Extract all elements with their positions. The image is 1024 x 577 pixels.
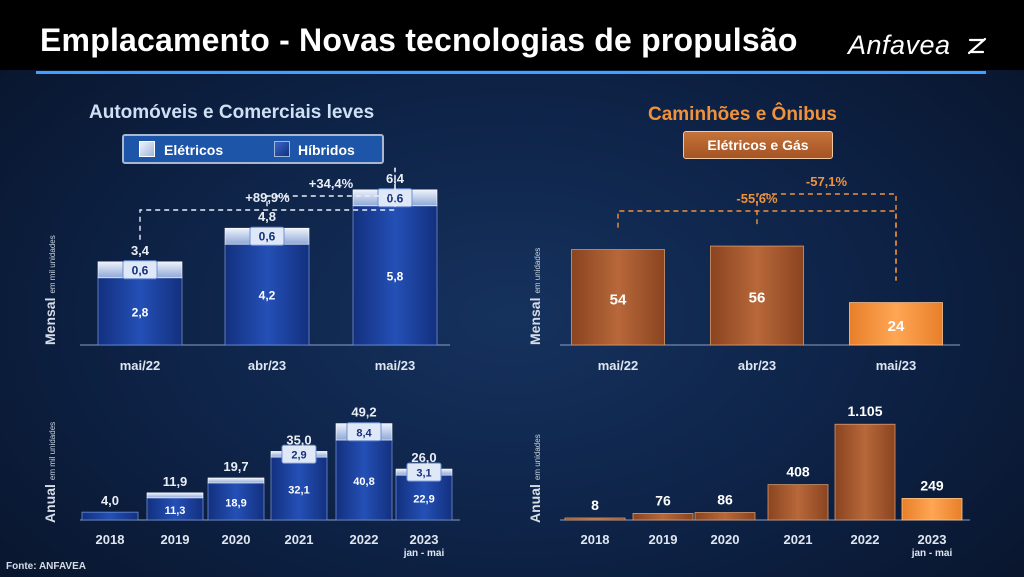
light-annual-electric-bar <box>207 477 265 484</box>
heavy-annual-bar <box>694 512 756 521</box>
light-monthly-category-label: mai/23 <box>375 358 415 373</box>
light-annual-electric-label: 8,4 <box>356 427 372 439</box>
light-annual-total-label: 11,9 <box>163 474 188 489</box>
light-annual-category-note: jan - mai <box>403 548 445 559</box>
light-monthly-electric-label: 0,6 <box>259 230 276 244</box>
heavy-annual-bar <box>901 498 963 521</box>
heavy-annual-value-label: 1.105 <box>847 403 882 419</box>
heavy-monthly-comparison-bracket <box>756 193 897 281</box>
heavy-annual-value-label: 408 <box>786 464 810 480</box>
heavy-annual-category-label: 2021 <box>784 532 813 547</box>
light-annual-category-label: 2023 <box>410 532 439 547</box>
light-annual-total-label: 19,7 <box>223 459 248 474</box>
heavy-annual-category-label: 2019 <box>649 532 678 547</box>
light-monthly-total-label: 3,4 <box>131 243 150 258</box>
electric-swatch-icon <box>139 141 155 157</box>
heavy-monthly-bar <box>849 302 943 346</box>
heavy-annual-value-label: 86 <box>717 492 733 508</box>
heavy-monthly-value-label: 54 <box>610 291 627 308</box>
light-monthly-electric-label: 0,6 <box>132 263 149 277</box>
heavy-annual-value-label: 76 <box>655 492 671 508</box>
light-monthly-electric-label-box <box>249 226 285 246</box>
light-annual-hybrid-bar <box>81 511 139 521</box>
light-vehicles-title: Automóveis e Comerciais leves <box>89 102 375 123</box>
light-monthly-hybrid-label: 2,8 <box>132 305 149 319</box>
light-annual-hybrid-label: 11,3 <box>165 505 186 517</box>
heavy-annual-category-label: 2018 <box>581 532 610 547</box>
source-note: Fonte: ANFAVEA <box>6 561 86 572</box>
heavy-annual-bar <box>834 423 896 521</box>
light-annual-electric-label: 3,1 <box>416 468 431 480</box>
light-annual-category-label: 2021 <box>285 532 314 547</box>
light-monthly-comparison-label: +34,4% <box>309 176 354 191</box>
heavy-annual-category-note: jan - mai <box>911 548 953 559</box>
heavy-annual-category-label: 2022 <box>851 532 880 547</box>
light-monthly-hybrid-label: 5,8 <box>387 269 404 283</box>
light-annual-total-label: 26,0 <box>411 450 436 465</box>
heavy-monthly-bar <box>571 249 665 346</box>
light-monthly-comparison-bracket <box>139 167 396 240</box>
heavy-monthly-bar <box>710 245 804 346</box>
light-monthly-category-label: mai/22 <box>120 358 160 373</box>
light-monthly-comparison-bracket <box>266 167 396 207</box>
light-annual-hybrid-bar <box>335 439 393 521</box>
legend-hybrid-label: Híbridos <box>298 142 355 158</box>
light-annual-electric-label-box <box>281 444 317 464</box>
light-annual-category-label: 2019 <box>161 532 190 547</box>
anfavea-logo-icon <box>967 37 987 55</box>
light-annual-hybrid-bar <box>207 482 265 521</box>
heavy-legend-tag: Elétricos e Gás <box>683 131 833 159</box>
page-title: Emplacamento - Novas tecnologias de prop… <box>40 22 798 58</box>
light-monthly-electric-label-box <box>122 260 158 280</box>
light-annual-electric-bar <box>146 492 204 499</box>
header-accent-line <box>36 71 986 74</box>
heavy-annual-category-label: 2023 <box>918 532 947 547</box>
light-annual-electric-label-box <box>346 422 382 442</box>
light-monthly-category-label: abr/23 <box>248 358 286 373</box>
light-annual-hybrid-label: 22,9 <box>413 494 434 506</box>
light-monthly-hybrid-bar <box>352 205 438 346</box>
light-annual-total-label: 4,0 <box>101 493 119 508</box>
legend-electric-label: Elétricos <box>164 142 224 158</box>
heavy-monthly-category-label: abr/23 <box>738 358 776 373</box>
light-monthly-hybrid-label: 4,2 <box>259 289 276 303</box>
light-annual-total-label: 35,0 <box>286 432 311 447</box>
heavy-annual-bar <box>564 517 626 521</box>
anfavea-logo: Anfavea <box>848 30 951 60</box>
heavy-annual-value-label: 249 <box>920 477 944 493</box>
hybrid-swatch-icon <box>274 141 290 157</box>
heavy-monthly-comparison-label: -57,1% <box>806 174 848 189</box>
heavy-monthly-value-label: 24 <box>888 318 905 335</box>
heavy-monthly-comparison-label: -55,6% <box>736 191 778 206</box>
heavy-annual-category-label: 2020 <box>711 532 740 547</box>
light-monthly-total-label: 4,8 <box>258 209 276 224</box>
heavy-annual-bar <box>767 484 829 521</box>
light-annual-electric-label: 2,9 <box>291 450 306 462</box>
heavy-monthly-category-label: mai/22 <box>598 358 638 373</box>
light-legend: Elétricos Híbridos <box>122 134 384 164</box>
light-annual-total-label: 49,2 <box>351 405 376 420</box>
light-annual-electric-label-box <box>406 462 442 482</box>
light-annual-category-label: 2022 <box>350 532 379 547</box>
heavy-annual-value-label: 8 <box>591 497 599 513</box>
header-bar <box>0 0 1024 70</box>
light-annual-hybrid-label: 18,9 <box>225 497 246 509</box>
light-monthly-electric-label: 0,6 <box>387 191 404 205</box>
light-annual-category-label: 2018 <box>96 532 125 547</box>
light-annual-hybrid-label: 32,1 <box>288 485 309 497</box>
light-monthly-hybrid-bar <box>97 277 183 346</box>
heavy-vehicles-title: Caminhões e Ônibus <box>648 104 837 125</box>
heavy-annual-bar <box>632 513 694 521</box>
heavy-monthly-value-label: 56 <box>749 290 766 307</box>
light-monthly-comparison-label: +89,9% <box>245 190 290 205</box>
light-annual-hybrid-label: 40,8 <box>353 476 374 488</box>
light-annual-category-label: 2020 <box>222 532 251 547</box>
heavy-monthly-category-label: mai/23 <box>876 358 916 373</box>
